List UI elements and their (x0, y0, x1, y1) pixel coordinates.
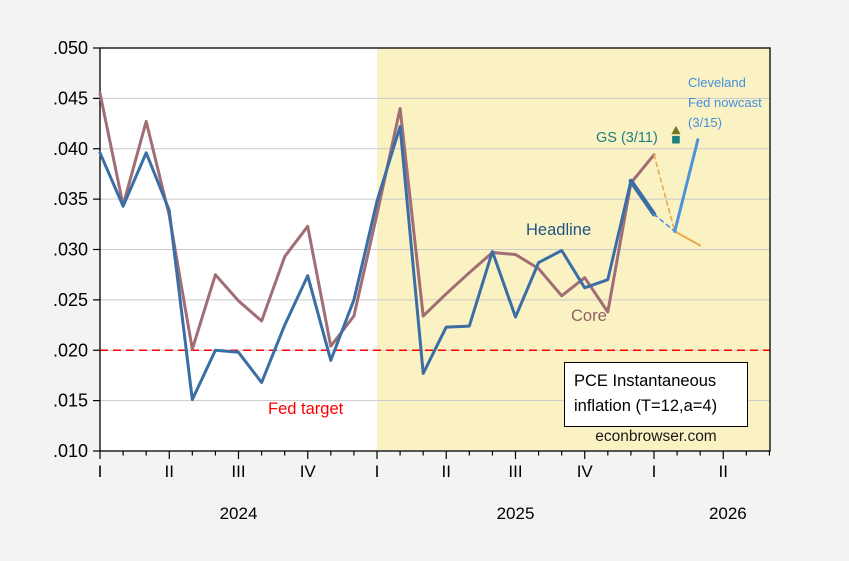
y-tick-label: .030 (53, 240, 88, 260)
gs-triangle-marker (671, 125, 681, 135)
headline-last-segment (628, 178, 657, 217)
x-quarter-label: III (508, 462, 522, 481)
core-forecast-dashed (653, 153, 676, 233)
x-year-label-2026: 2026 (709, 504, 747, 523)
x-quarter-label: II (165, 462, 174, 481)
x-quarter-label: II (719, 462, 728, 481)
x-quarter-label: IV (577, 462, 594, 481)
cleveland-nowcast-line (673, 138, 700, 233)
core-series-label: Core (571, 307, 607, 325)
y-tick-label: .050 (53, 38, 88, 58)
watermark: econbrowser.com (595, 428, 717, 445)
headline-line (98, 125, 656, 402)
x-quarter-label: II (442, 462, 451, 481)
cleveland-nowcast-label-line3: (3/15) (688, 115, 722, 130)
y-tick-label: .040 (53, 139, 88, 159)
gs-square-marker (672, 135, 680, 144)
y-tick-label: .020 (53, 340, 88, 360)
x-quarter-label: I (375, 462, 380, 481)
chart-title-line2: inflation (T=12,a=4) (574, 397, 718, 415)
fed-target-label: Fed target (268, 400, 344, 418)
y-tick-label: .035 (53, 189, 88, 209)
headline-forecast-dashed (653, 213, 676, 233)
x-year-label-2025: 2025 (497, 504, 535, 523)
y-tick-label: .045 (53, 88, 88, 108)
x-quarter-label: I (98, 462, 103, 481)
chart-title-box: PCE Instantaneous inflation (T=12,a=4) (564, 362, 748, 427)
cleveland-nowcast-label-line1: Cleveland (688, 75, 746, 90)
y-tick-label: .010 (53, 441, 88, 461)
cleveland-nowcast-label: Cleveland Fed nowcast (3/15) (688, 73, 778, 133)
x-quarter-label: III (231, 462, 245, 481)
x-quarter-label: IV (300, 462, 317, 481)
y-tick-label: .025 (53, 290, 88, 310)
core-line (98, 91, 656, 351)
forecast-orange-solid (673, 230, 702, 247)
gs-forecast-label: GS (3/11) (596, 130, 658, 146)
chart-title-line1: PCE Instantaneous (574, 372, 717, 390)
cleveland-nowcast-label-line2: Fed nowcast (688, 95, 762, 110)
x-quarter-label: I (652, 462, 657, 481)
x-year-label-2024: 2024 (220, 504, 258, 523)
y-tick-label: .015 (53, 391, 88, 411)
headline-series-label: Headline (526, 221, 592, 239)
